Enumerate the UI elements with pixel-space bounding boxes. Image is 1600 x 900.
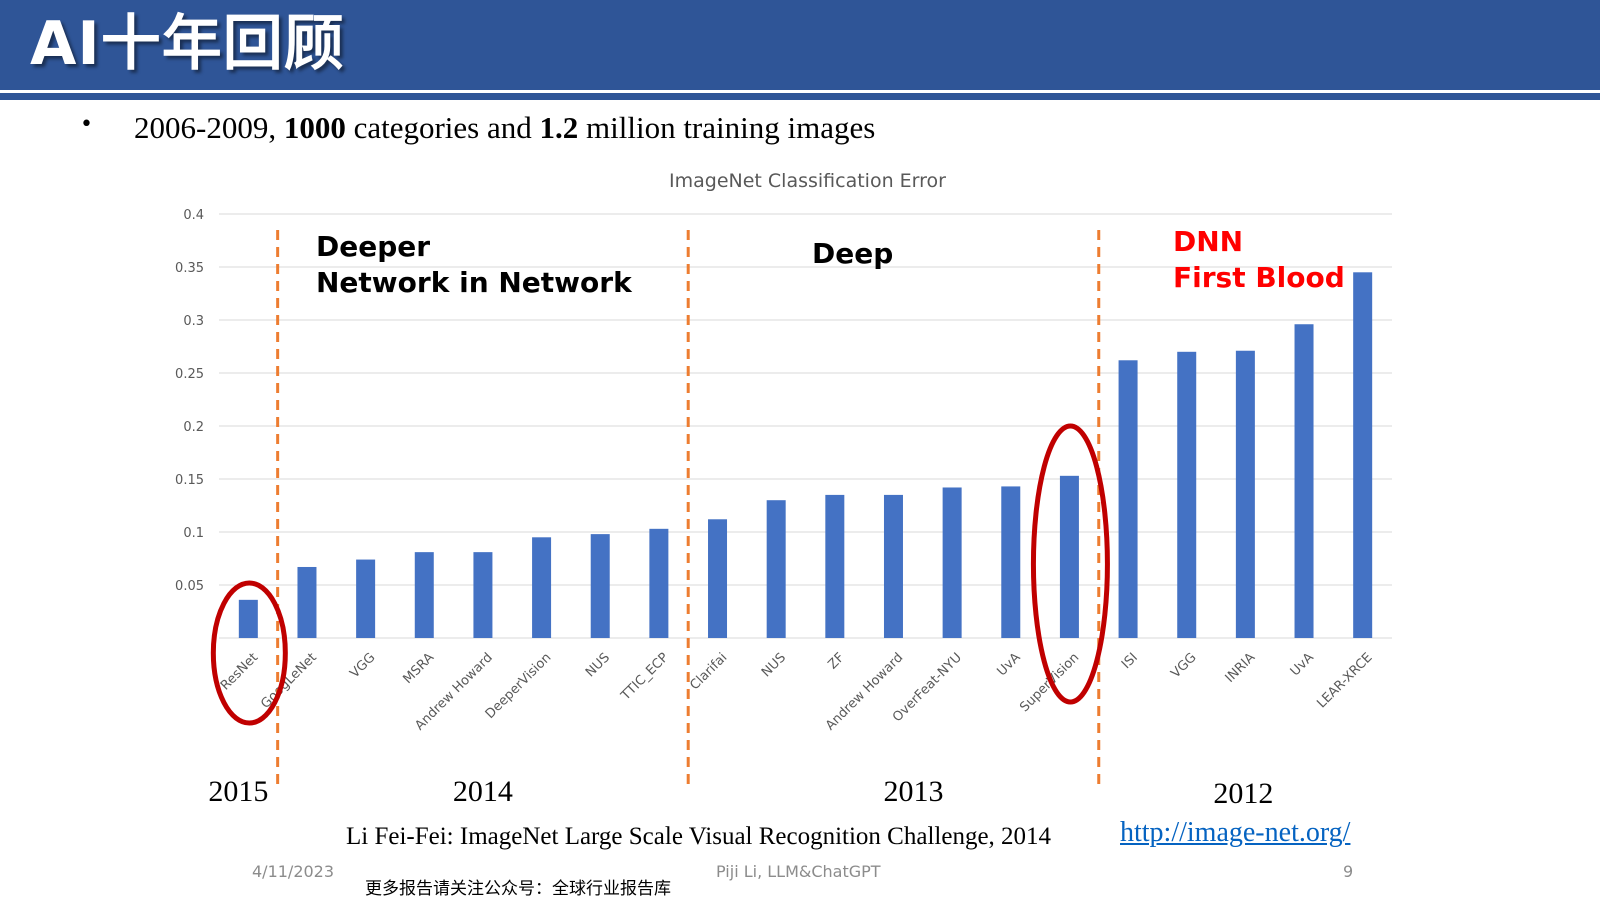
annotation-2013-line-1: Deep [812, 237, 893, 270]
bullet-bold-million: 1.2 [539, 110, 579, 145]
x-tick-label: VGG [347, 650, 378, 681]
x-tick-label: ZF [825, 650, 847, 672]
bar-andrew-howard [883, 494, 903, 638]
chart-title: ImageNet Classification Error [669, 170, 946, 192]
x-tick-label: INRIA [1223, 650, 1259, 686]
x-tick-label: ResNet [218, 650, 261, 693]
x-tick-label: UvA [995, 650, 1024, 679]
bar-vgg [356, 559, 376, 638]
bullet-part1: 2006-2009, [134, 110, 284, 145]
bar-resnet [238, 599, 258, 638]
bar-msra [414, 552, 434, 638]
bullet-marker: • [80, 112, 93, 137]
bar-uva [1001, 486, 1021, 638]
bullet-text: 2006-2009, 1000 categories and 1.2 milli… [134, 110, 875, 146]
annotation-2014-line-2: Network in Network [316, 266, 633, 299]
y-tick-label: 0.15 [175, 473, 204, 488]
bar-overfeat-nyu [942, 487, 962, 638]
highlight-ellipse-supervision [1030, 423, 1110, 705]
slide-title: AI十年回顾 [30, 9, 345, 79]
bar-vgg [1177, 351, 1197, 638]
footer-author: Piji Li, LLM&ChatGPT [716, 862, 881, 881]
y-tick-label: 0.4 [183, 208, 204, 223]
y-tick-label: 0.2 [183, 420, 204, 435]
footer-date: 4/11/2023 [252, 862, 335, 881]
bullet-part3: million training images [578, 110, 876, 145]
bar-zf [825, 494, 845, 638]
year-label-2014: 2014 [452, 775, 513, 808]
y-tick-label: 0.35 [175, 261, 204, 276]
citation: Li Fei-Fei: ImageNet Large Scale Visual … [346, 823, 1052, 850]
annotation-2012-line-2: First Blood [1173, 261, 1345, 294]
annotation-2014-line-1: Deeper [316, 230, 430, 263]
x-tick-label: Clarifai [687, 650, 730, 693]
year-label-2012: 2012 [1213, 777, 1274, 810]
bar-ttic-ecp [649, 528, 669, 638]
header-bar [0, 0, 1600, 90]
bar-lear-xrce [1353, 272, 1373, 638]
bar-nus [766, 500, 786, 638]
x-tick-label: MSRA [400, 650, 437, 687]
x-tick-label: LEAR-XRCE [1314, 650, 1375, 711]
bar-nus [590, 534, 610, 638]
footer-page-number: 9 [1343, 862, 1354, 881]
x-tick-label: UvA [1288, 650, 1317, 679]
bar-deepervision [532, 537, 552, 638]
x-tick-label: ISI [1119, 650, 1141, 672]
year-label-2015: 2015 [208, 775, 269, 808]
x-tick-label: TTIC_ECP [618, 650, 672, 704]
y-tick-label: 0.1 [183, 526, 204, 541]
bar-inria [1235, 350, 1255, 638]
x-tick-label: NUS [759, 650, 789, 680]
bar-supervision [1059, 475, 1079, 638]
bar-andrew-howard [473, 552, 493, 638]
footer-promo: 更多报告请关注公众号：全球行业报告库 [365, 879, 671, 899]
x-tick-label: GoogLeNet [258, 650, 320, 712]
header-divider [0, 93, 1600, 100]
bar-googlenet [297, 566, 317, 638]
annotation-2012-line-1: DNN [1173, 225, 1243, 258]
bar-uva [1294, 324, 1314, 638]
y-tick-label: 0.05 [175, 579, 204, 594]
y-tick-label: 0.3 [183, 314, 204, 329]
bar-isi [1118, 360, 1138, 638]
imagenet-link[interactable]: http://image-net.org/ [1120, 817, 1351, 848]
x-tick-label: NUS [583, 650, 613, 680]
highlight-ellipse-resnet [210, 580, 288, 726]
bar-clarifai [708, 519, 728, 638]
year-label-2013: 2013 [883, 775, 944, 808]
bullet-part2: categories and [345, 110, 540, 145]
x-tick-label: VGG [1168, 650, 1199, 681]
y-tick-label: 0.25 [175, 367, 204, 382]
bullet-bold-categories: 1000 [283, 110, 346, 145]
